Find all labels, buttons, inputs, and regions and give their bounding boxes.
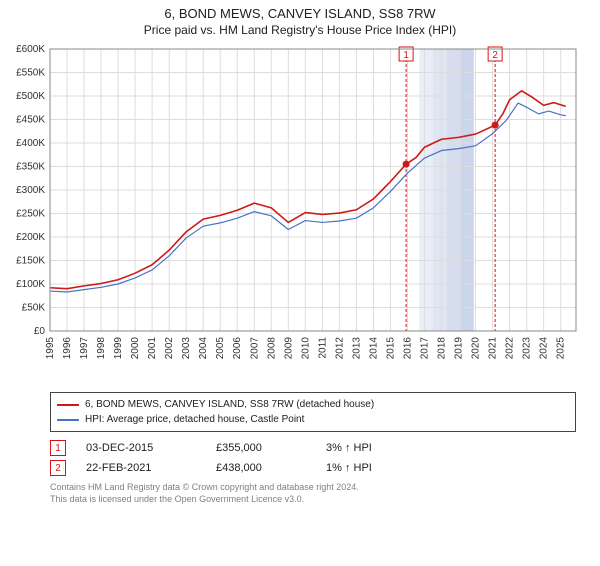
svg-text:2011: 2011 — [317, 337, 328, 359]
svg-text:£500K: £500K — [16, 91, 45, 102]
svg-text:2010: 2010 — [300, 337, 311, 360]
svg-text:£400K: £400K — [16, 138, 45, 149]
svg-text:2022: 2022 — [505, 337, 516, 360]
svg-text:£150K: £150K — [16, 256, 45, 267]
svg-text:2000: 2000 — [130, 337, 141, 360]
chart-svg: £0 £50K £100K £150K £200K £250K £300K £350K £400… — [0, 41, 600, 386]
legend-item: HPI: Average price, detached house, Cast… — [57, 412, 569, 427]
svg-text:2002: 2002 — [164, 337, 175, 360]
page-title: 6, BOND MEWS, CANVEY ISLAND, SS8 7RW — [0, 6, 600, 21]
legend: 6, BOND MEWS, CANVEY ISLAND, SS8 7RW (de… — [50, 392, 576, 432]
event-price: £438,000 — [216, 462, 306, 474]
page-subtitle: Price paid vs. HM Land Registry's House … — [0, 23, 600, 37]
legend-label: HPI: Average price, detached house, Cast… — [85, 412, 304, 427]
event-date: 22-FEB-2021 — [86, 462, 196, 474]
svg-text:2018: 2018 — [437, 337, 448, 360]
svg-text:2004: 2004 — [198, 337, 209, 360]
events-table: 1 03-DEC-2015 £355,000 3% ↑ HPI 2 22-FEB-2021… — [50, 440, 576, 476]
svg-text:2006: 2006 — [232, 337, 243, 360]
svg-text:2017: 2017 — [419, 337, 430, 360]
event-delta: 3% ↑ HPI — [326, 442, 372, 454]
svg-text:2020: 2020 — [471, 337, 482, 360]
svg-text:1997: 1997 — [79, 337, 90, 360]
event-row: 2 22-FEB-2021 £438,000 1% ↑ HPI — [50, 460, 576, 476]
legend-swatch — [57, 419, 79, 421]
svg-text:£300K: £300K — [16, 185, 45, 196]
svg-text:2021: 2021 — [488, 337, 499, 360]
svg-text:1996: 1996 — [62, 337, 73, 360]
event-marker: 1 — [50, 440, 66, 456]
svg-text:2016: 2016 — [402, 337, 413, 360]
svg-text:2013: 2013 — [351, 337, 362, 360]
svg-text:£350K: £350K — [16, 162, 45, 173]
chart: £0 £50K £100K £150K £200K £250K £300K £350K £400… — [0, 41, 600, 386]
svg-text:2001: 2001 — [147, 337, 158, 360]
svg-text:£200K: £200K — [16, 232, 45, 243]
footer-line-1: Contains HM Land Registry data © Crown c… — [50, 482, 576, 494]
svg-text:2015: 2015 — [385, 337, 396, 360]
svg-text:2: 2 — [492, 50, 498, 61]
event-row: 1 03-DEC-2015 £355,000 3% ↑ HPI — [50, 440, 576, 456]
svg-text:1998: 1998 — [96, 337, 107, 360]
svg-text:2025: 2025 — [556, 337, 567, 360]
svg-text:2014: 2014 — [368, 337, 379, 360]
svg-text:2012: 2012 — [334, 337, 345, 360]
svg-text:£550K: £550K — [16, 68, 45, 79]
footer: Contains HM Land Registry data © Crown c… — [50, 482, 576, 505]
svg-text:1999: 1999 — [113, 337, 124, 360]
svg-text:2024: 2024 — [539, 337, 550, 360]
event-date: 03-DEC-2015 — [86, 442, 196, 454]
legend-label: 6, BOND MEWS, CANVEY ISLAND, SS8 7RW (de… — [85, 397, 374, 412]
svg-text:2019: 2019 — [454, 337, 465, 360]
svg-text:£0: £0 — [34, 326, 46, 337]
footer-line-2: This data is licensed under the Open Gov… — [50, 494, 576, 506]
event-price: £355,000 — [216, 442, 306, 454]
svg-text:2008: 2008 — [266, 337, 277, 360]
event-delta: 1% ↑ HPI — [326, 462, 372, 474]
svg-text:2009: 2009 — [283, 337, 294, 360]
svg-text:£50K: £50K — [22, 303, 46, 314]
svg-text:£250K: £250K — [16, 209, 45, 220]
svg-text:1: 1 — [403, 50, 409, 61]
svg-text:1995: 1995 — [45, 337, 56, 360]
svg-text:£450K: £450K — [16, 115, 45, 126]
legend-swatch — [57, 404, 79, 406]
svg-text:£600K: £600K — [16, 44, 45, 55]
svg-text:2005: 2005 — [215, 337, 226, 360]
event-marker: 2 — [50, 460, 66, 476]
svg-text:2003: 2003 — [181, 337, 192, 360]
svg-text:2023: 2023 — [522, 337, 533, 360]
svg-text:2007: 2007 — [249, 337, 260, 360]
legend-item: 6, BOND MEWS, CANVEY ISLAND, SS8 7RW (de… — [57, 397, 569, 412]
svg-text:£100K: £100K — [16, 279, 45, 290]
